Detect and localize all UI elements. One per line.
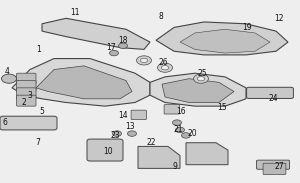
Text: 5: 5 bbox=[40, 107, 44, 116]
Text: 23: 23 bbox=[111, 131, 120, 140]
Polygon shape bbox=[156, 22, 288, 55]
FancyBboxPatch shape bbox=[131, 110, 146, 119]
FancyBboxPatch shape bbox=[16, 95, 36, 106]
Text: 16: 16 bbox=[177, 107, 186, 116]
Text: 4: 4 bbox=[5, 67, 10, 76]
Text: 2: 2 bbox=[22, 98, 26, 107]
Text: 9: 9 bbox=[172, 162, 177, 171]
Text: 12: 12 bbox=[274, 14, 284, 23]
Polygon shape bbox=[180, 29, 270, 53]
Polygon shape bbox=[12, 59, 150, 106]
Text: 24: 24 bbox=[268, 94, 278, 103]
Text: 18: 18 bbox=[118, 36, 128, 45]
Circle shape bbox=[182, 133, 190, 138]
Text: 13: 13 bbox=[126, 122, 135, 131]
Circle shape bbox=[161, 66, 169, 70]
Circle shape bbox=[118, 43, 127, 48]
Text: 8: 8 bbox=[158, 12, 163, 21]
FancyBboxPatch shape bbox=[256, 160, 290, 169]
Polygon shape bbox=[42, 18, 150, 49]
Circle shape bbox=[176, 127, 184, 133]
Text: 21: 21 bbox=[174, 125, 183, 135]
FancyBboxPatch shape bbox=[164, 105, 179, 114]
FancyBboxPatch shape bbox=[247, 87, 293, 98]
FancyBboxPatch shape bbox=[16, 88, 36, 99]
Text: 10: 10 bbox=[103, 147, 113, 156]
FancyBboxPatch shape bbox=[16, 81, 36, 92]
Text: 7: 7 bbox=[35, 138, 40, 147]
Polygon shape bbox=[138, 146, 180, 168]
Text: 26: 26 bbox=[159, 58, 168, 67]
Text: 14: 14 bbox=[118, 111, 128, 120]
Polygon shape bbox=[36, 66, 132, 99]
FancyBboxPatch shape bbox=[87, 139, 123, 161]
Polygon shape bbox=[162, 79, 234, 102]
FancyBboxPatch shape bbox=[263, 163, 286, 174]
Text: 11: 11 bbox=[70, 8, 80, 17]
Circle shape bbox=[194, 74, 208, 83]
Text: 25: 25 bbox=[198, 69, 207, 78]
Polygon shape bbox=[150, 73, 246, 106]
FancyBboxPatch shape bbox=[16, 73, 36, 84]
Circle shape bbox=[140, 58, 148, 63]
Text: 19: 19 bbox=[243, 23, 252, 32]
Circle shape bbox=[158, 63, 172, 72]
Circle shape bbox=[110, 50, 118, 56]
Text: 15: 15 bbox=[217, 103, 227, 113]
Polygon shape bbox=[186, 143, 228, 165]
Text: 17: 17 bbox=[106, 43, 116, 52]
Text: 3: 3 bbox=[28, 91, 32, 100]
Text: 1: 1 bbox=[37, 45, 41, 54]
Text: 27: 27 bbox=[274, 162, 284, 171]
Circle shape bbox=[112, 131, 122, 136]
Text: 20: 20 bbox=[187, 129, 197, 138]
Circle shape bbox=[136, 56, 152, 65]
Text: 22: 22 bbox=[147, 138, 156, 147]
Circle shape bbox=[197, 76, 205, 81]
Text: 6: 6 bbox=[2, 118, 7, 127]
FancyBboxPatch shape bbox=[0, 116, 57, 130]
Circle shape bbox=[172, 120, 182, 125]
Circle shape bbox=[128, 131, 136, 136]
Circle shape bbox=[2, 74, 16, 83]
